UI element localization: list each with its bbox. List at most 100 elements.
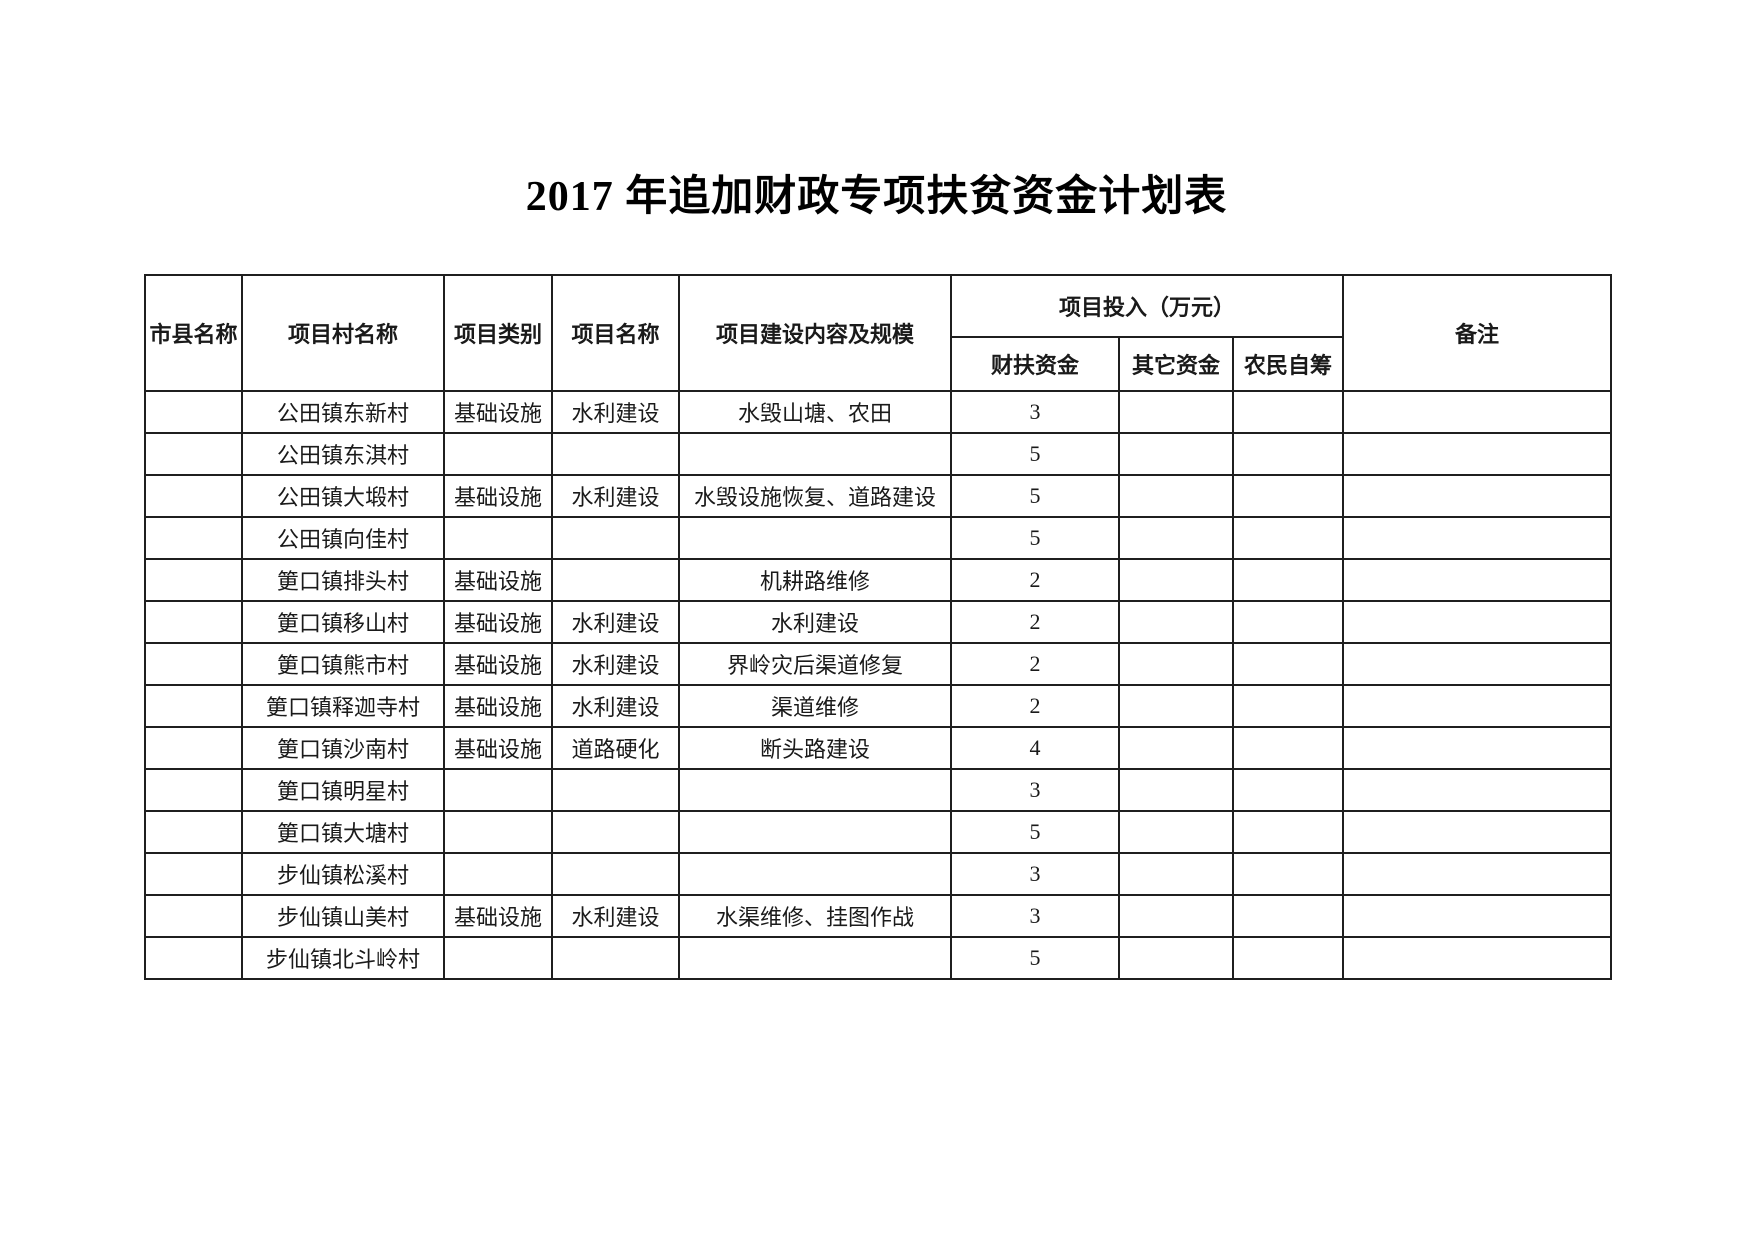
cell-city	[144, 600, 243, 645]
cell-project: 水利建设	[551, 474, 680, 519]
cell-village: 筻口镇移山村	[241, 600, 445, 645]
cell-category	[443, 516, 553, 561]
cell-content	[678, 768, 952, 813]
cell-fupin: 3	[950, 768, 1120, 813]
cell-remark	[1342, 642, 1612, 687]
table-row: 公田镇东淇村 5	[144, 432, 1612, 477]
cell-farmer	[1232, 390, 1344, 435]
header-project: 项目名称	[551, 274, 680, 393]
page-title: 2017 年追加财政专项扶贫资金计划表	[525, 174, 1228, 220]
cell-category: 基础设施	[443, 642, 553, 687]
cell-farmer	[1232, 768, 1344, 813]
cell-remark	[1342, 600, 1612, 645]
header-row-top: 市县名称 项目村名称 项目类别 项目名称 项目建设内容及规模 项目投入（万元） …	[144, 274, 1612, 393]
table-row: 步仙镇山美村 基础设施 水利建设 水渠维修、挂图作战 3	[144, 894, 1612, 939]
cell-fupin: 2	[950, 558, 1120, 603]
cell-category: 基础设施	[443, 558, 553, 603]
cell-village: 公田镇大塅村	[241, 474, 445, 519]
cell-fupin: 2	[950, 600, 1120, 645]
cell-fupin: 5	[950, 474, 1120, 519]
cell-category: 基础设施	[443, 684, 553, 729]
cell-other	[1118, 600, 1234, 645]
cell-remark	[1342, 726, 1612, 771]
table-row: 筻口镇大塘村 5	[144, 810, 1612, 855]
cell-other	[1118, 558, 1234, 603]
cell-fupin: 2	[950, 642, 1120, 687]
cell-city	[144, 558, 243, 603]
cell-remark	[1342, 390, 1612, 435]
cell-remark	[1342, 516, 1612, 561]
fund-plan-table: 市县名称 项目村名称 项目类别 项目名称 项目建设内容及规模 项目投入（万元） …	[144, 274, 1612, 981]
cell-content: 水毁设施恢复、道路建设	[678, 474, 952, 519]
cell-farmer	[1232, 558, 1344, 603]
cell-project	[551, 516, 680, 561]
header-row-sub: 财扶资金 其它资金 农民自筹	[145, 336, 1611, 393]
cell-farmer	[1232, 474, 1344, 519]
cell-village: 步仙镇松溪村	[241, 852, 445, 897]
cell-project	[551, 558, 680, 603]
cell-village: 公田镇东淇村	[241, 432, 445, 477]
cell-farmer	[1232, 726, 1344, 771]
header-category: 项目类别	[443, 274, 553, 393]
cell-content: 断头路建设	[678, 726, 952, 771]
cell-category	[443, 810, 553, 855]
cell-project: 水利建设	[551, 894, 680, 939]
cell-project: 水利建设	[551, 684, 680, 729]
cell-content: 水利建设	[678, 600, 952, 645]
cell-content: 界岭灾后渠道修复	[678, 642, 952, 687]
table-row: 公田镇东新村 基础设施 水利建设 水毁山塘、农田 3	[144, 390, 1612, 435]
cell-city	[144, 516, 243, 561]
table-row: 步仙镇北斗岭村 5	[144, 936, 1612, 981]
cell-project: 水利建设	[551, 390, 680, 435]
cell-city	[144, 726, 243, 771]
cell-content	[678, 432, 952, 477]
cell-farmer	[1232, 936, 1344, 981]
cell-city	[144, 432, 243, 477]
table-row: 筻口镇移山村 基础设施 水利建设 水利建设 2	[144, 600, 1612, 645]
cell-city	[144, 474, 243, 519]
cell-village: 筻口镇熊市村	[241, 642, 445, 687]
cell-remark	[1342, 894, 1612, 939]
table-row: 筻口镇排头村 基础设施 机耕路维修 2	[144, 558, 1612, 603]
cell-city	[144, 852, 243, 897]
header-invest-group: 项目投入（万元）	[950, 274, 1344, 339]
cell-fupin: 3	[950, 852, 1120, 897]
cell-category: 基础设施	[443, 894, 553, 939]
cell-farmer	[1232, 642, 1344, 687]
header-remark: 备注	[1342, 274, 1612, 393]
table-row: 筻口镇明星村 3	[144, 768, 1612, 813]
cell-remark	[1342, 810, 1612, 855]
cell-category: 基础设施	[443, 726, 553, 771]
cell-project	[551, 810, 680, 855]
cell-city	[144, 768, 243, 813]
cell-village: 筻口镇排头村	[241, 558, 445, 603]
cell-other	[1118, 768, 1234, 813]
table-row: 筻口镇沙南村 基础设施 道路硬化 断头路建设 4	[144, 726, 1612, 771]
cell-other	[1118, 894, 1234, 939]
cell-fupin: 4	[950, 726, 1120, 771]
cell-other	[1118, 936, 1234, 981]
cell-category	[443, 768, 553, 813]
cell-content: 机耕路维修	[678, 558, 952, 603]
cell-category: 基础设施	[443, 600, 553, 645]
cell-farmer	[1232, 810, 1344, 855]
cell-content	[678, 810, 952, 855]
cell-content	[678, 852, 952, 897]
cell-remark	[1342, 852, 1612, 897]
cell-remark	[1342, 558, 1612, 603]
cell-village: 筻口镇释迦寺村	[241, 684, 445, 729]
header-city: 市县名称	[144, 274, 243, 393]
cell-other	[1118, 432, 1234, 477]
cell-fupin: 5	[950, 516, 1120, 561]
cell-farmer	[1232, 894, 1344, 939]
cell-project: 水利建设	[551, 642, 680, 687]
cell-village: 步仙镇山美村	[241, 894, 445, 939]
header-content: 项目建设内容及规模	[678, 274, 952, 393]
cell-other	[1118, 810, 1234, 855]
header-village: 项目村名称	[241, 274, 445, 393]
cell-remark	[1342, 684, 1612, 729]
cell-project: 道路硬化	[551, 726, 680, 771]
header-invest-fupin: 财扶资金	[950, 336, 1120, 393]
cell-city	[144, 894, 243, 939]
table-row: 公田镇向佳村 5	[144, 516, 1612, 561]
